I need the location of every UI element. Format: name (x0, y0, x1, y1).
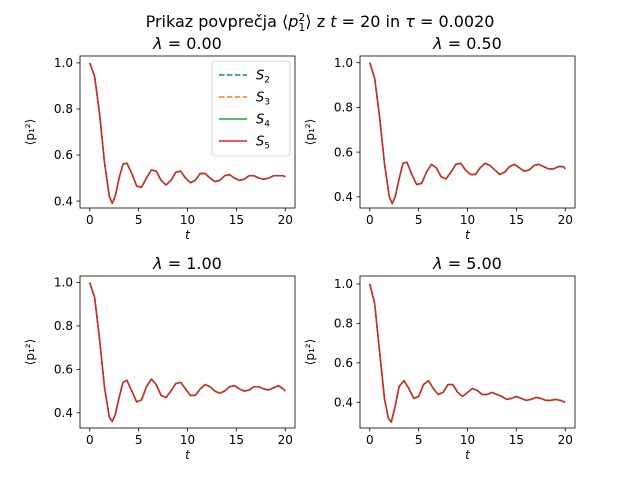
y-axis-label: ⟨p₁²⟩ (303, 119, 317, 146)
series-line-s5 (89, 62, 286, 205)
subplot-title-value: = 5.00 (443, 254, 502, 273)
subplot-title-symbol: λ (432, 254, 442, 273)
x-tick-label: 20 (558, 213, 573, 227)
subplot-title: λ = 5.00 (432, 254, 502, 273)
y-axis-label: ⟨p₁²⟩ (303, 339, 317, 366)
x-tick-label: 5 (135, 213, 143, 227)
legend-label: S5 (256, 135, 270, 152)
title-p-symbol: p (287, 12, 298, 31)
title-p-subscript: 1 (298, 21, 305, 34)
title-eq1: = 20 in (337, 12, 406, 31)
x-tick-label: 15 (509, 213, 524, 227)
title-p-superscript: 2 (298, 11, 305, 24)
series-line-s5 (89, 282, 286, 423)
legend-label-subscript: 5 (264, 142, 270, 152)
subplot-1: 0 5 10 15 200.40.60.81.0λ = 0.00t⟨p₁²⟩S2S3S4… (23, 34, 296, 242)
x-tick-label: 0 (366, 213, 374, 227)
subplot-title-value: = 0.50 (443, 34, 502, 53)
x-tick-label: 5 (415, 433, 423, 447)
subplot-title: λ = 1.00 (152, 254, 222, 273)
x-axis-label: t (465, 228, 471, 242)
y-axis-label: ⟨p₁²⟩ (23, 339, 37, 366)
title-prefix: Prikaz povprečja ⟨ (146, 12, 289, 31)
x-tick-label: 0 (86, 433, 94, 447)
legend-box (211, 60, 291, 157)
y-tick-label: 1.0 (334, 277, 353, 291)
subplot-title-value: = 1.00 (163, 254, 222, 273)
y-tick-label: 0.8 (54, 102, 73, 116)
subplot-4: 0 5 10 15 20 0.4 0.6 0.8 1.0 λ = 5.00 t ⟨p₁²⟩ (303, 254, 576, 462)
y-tick-label: 0.4 (334, 396, 353, 410)
x-tick-label: 20 (278, 433, 293, 447)
figure-title: Prikaz povprečja ⟨p2 1⟩ z t = 20 in τ = 0… (146, 11, 495, 34)
legend-label-subscript: 2 (264, 76, 270, 86)
x-tick-label: 10 (460, 433, 475, 447)
subplot-3: 0 5 10 15 20 0.4 0.6 0.8 1.0 λ = 1.00 t ⟨p₁²⟩ (23, 254, 296, 462)
y-tick-label: 1.0 (54, 56, 73, 70)
title-tau-symbol: τ (405, 12, 415, 31)
x-tick-label: 0 (86, 213, 94, 227)
x-axis-label: t (465, 448, 471, 462)
subplot-title: λ = 0.00 (152, 34, 222, 53)
y-tick-label: 1.0 (54, 276, 73, 290)
x-tick-label: 10 (180, 433, 195, 447)
title-t-symbol: t (330, 12, 337, 31)
legend-label-symbol: S (256, 135, 264, 150)
subplot-title-symbol: λ (152, 254, 162, 273)
subplot-2: 0 5 10 15 20 0.4 0.6 0.8 1.0 λ = 0.50 t ⟨p₁²⟩ (303, 34, 576, 242)
subplot-title-symbol: λ (152, 34, 162, 53)
legend-label: S4 (256, 113, 270, 130)
y-tick-label: 0.6 (334, 356, 353, 370)
x-tick-label: 10 (460, 213, 475, 227)
y-tick-label: 0.8 (334, 101, 353, 115)
legend-label-symbol: S (256, 69, 264, 84)
x-axis-label: t (185, 448, 191, 462)
x-tick-label: 20 (558, 433, 573, 447)
x-tick-label: 15 (229, 213, 244, 227)
y-tick-label: 0.4 (54, 406, 73, 420)
subplot-title-symbol: λ (432, 34, 442, 53)
y-axis-label: ⟨p₁²⟩ (23, 119, 37, 146)
series-line-s5 (369, 62, 566, 205)
x-tick-label: 5 (415, 213, 423, 227)
y-tick-label: 0.6 (54, 148, 73, 162)
x-tick-label: 15 (229, 433, 244, 447)
legend-label-symbol: S (256, 91, 264, 106)
subplot-title-value: = 0.00 (163, 34, 222, 53)
legend-label-subscript: 3 (264, 98, 270, 108)
series-line-s5 (369, 283, 566, 423)
legend-label-symbol: S (256, 113, 264, 128)
x-tick-label: 15 (509, 433, 524, 447)
y-tick-label: 0.4 (54, 194, 73, 208)
y-tick-label: 0.4 (334, 190, 353, 204)
legend-label-subscript: 4 (264, 120, 270, 130)
y-tick-label: 0.8 (334, 317, 353, 331)
subplot-title: λ = 0.50 (432, 34, 502, 53)
legend-label: S3 (256, 91, 270, 108)
x-tick-label: 20 (278, 213, 293, 227)
legend-label: S2 (256, 69, 270, 86)
y-tick-label: 0.6 (54, 363, 73, 377)
x-tick-label: 5 (135, 433, 143, 447)
x-axis-label: t (185, 228, 191, 242)
title-eq2: = 0.0020 (415, 12, 495, 31)
y-tick-label: 0.8 (54, 319, 73, 333)
x-tick-label: 10 (180, 213, 195, 227)
title-mid: ⟩ z (305, 12, 330, 31)
y-tick-label: 1.0 (334, 56, 353, 70)
y-tick-label: 0.6 (334, 145, 353, 159)
x-tick-label: 0 (366, 433, 374, 447)
